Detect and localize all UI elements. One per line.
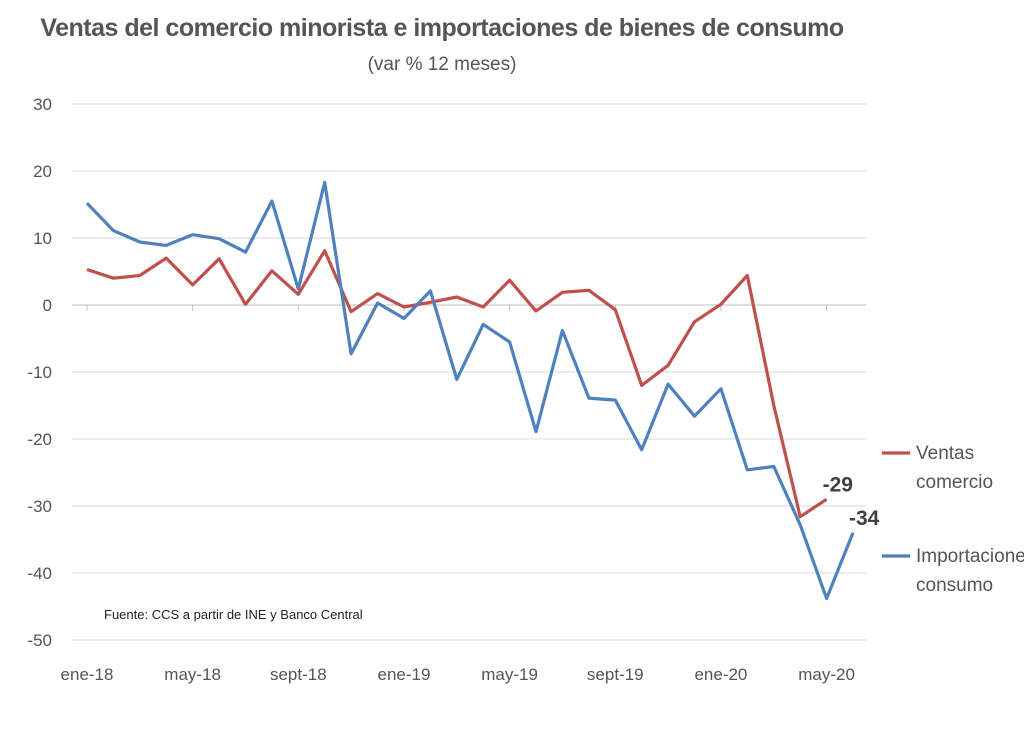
series-line-ventas-comercio [86,249,828,519]
legend-label: Ventas [916,443,974,464]
legend-label: Importaciones [916,546,1024,567]
x-tick-label: sept-18 [270,665,327,684]
gridlines [72,103,866,641]
legend-label: comercio [916,472,993,493]
y-tick-label: -20 [27,430,52,449]
end-label: -34 [849,507,880,530]
x-tick-label: may-20 [798,665,855,684]
series-lines [85,180,855,601]
legend-label: consumo [916,575,993,596]
x-tick-label: may-18 [164,665,221,684]
y-tick-label: 0 [43,296,52,315]
y-tick-label: 20 [33,162,52,181]
x-tick-label: ene-19 [377,665,430,684]
x-tick-label: ene-18 [61,665,114,684]
y-tick-label: -50 [27,631,52,650]
x-tick-label: ene-20 [694,665,747,684]
chart-subtitle: (var % 12 meses) [367,54,517,75]
y-tick-label: 10 [33,229,52,248]
x-tick-label: sept-19 [587,665,644,684]
chart-title: Ventas del comercio minorista e importac… [40,14,844,42]
y-tick-label: -40 [27,564,52,583]
y-axis-ticks: 30 20 10 0 -10 -20 -30 -40 -50 [27,95,52,650]
end-label: -29 [823,473,853,496]
y-tick-label: -30 [27,497,52,516]
y-tick-label: -10 [27,363,52,382]
x-tick-label: may-19 [481,665,538,684]
source-note: Fuente: CCS a partir de INE y Banco Cent… [104,607,363,622]
y-tick-label: 30 [33,95,52,114]
legend: Ventas comercio Importaciones consumo [882,443,1024,596]
series-line-importaciones-consumo [85,180,855,601]
x-axis: ene-18 may-18 sept-18 ene-19 may-19 sept-19 en… [61,304,866,684]
end-labels: -29-34 [823,473,880,530]
